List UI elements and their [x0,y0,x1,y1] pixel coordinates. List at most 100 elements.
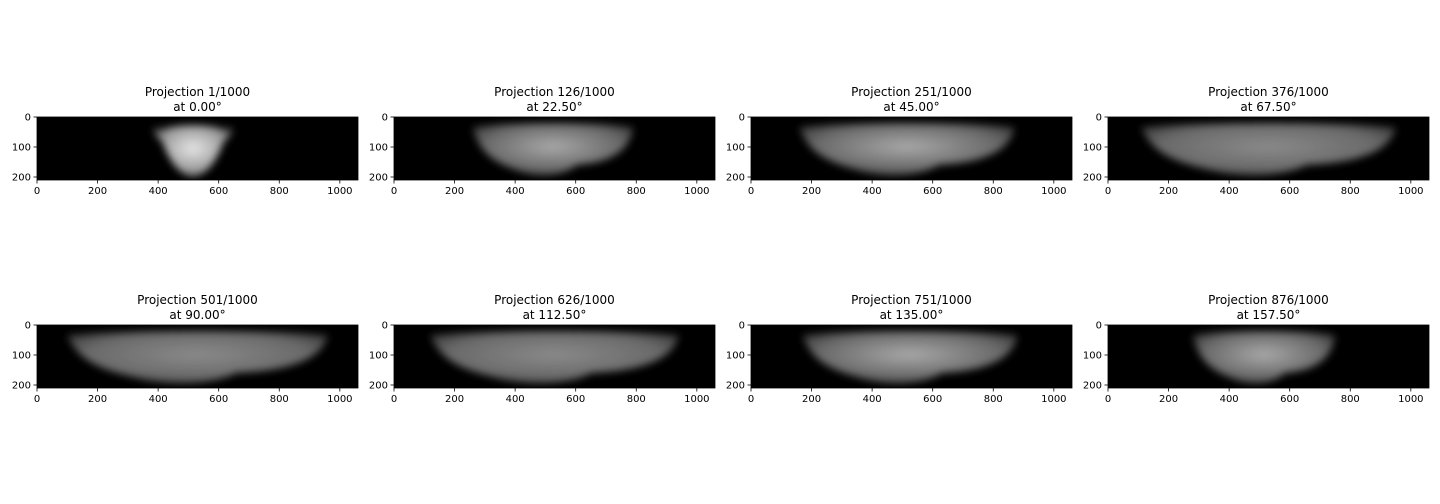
projection-body [153,125,233,177]
x-tick-label: 200 [802,186,821,197]
x-tick-label: 800 [627,394,646,405]
y-tick-label: 0 [382,321,388,332]
y-tick-label: 0 [739,113,745,124]
x-tick-label: 200 [88,394,107,405]
panel-subtitle: at 45.00° [883,100,939,114]
y-tick-label: 100 [369,143,388,154]
x-tick-label: 200 [1159,394,1178,405]
x-tick-label: 600 [923,186,942,197]
axes-frame [393,324,716,389]
panel-title: Projection 626/1000 [494,293,615,307]
x-tick-label: 200 [1159,186,1178,197]
projection-body [1141,123,1396,176]
x-tick-label: 600 [566,394,585,405]
y-tick-label: 100 [12,351,31,362]
y-tick-label: 0 [739,321,745,332]
y-tick-label: 200 [726,381,745,392]
y-tick-label: 100 [1083,143,1102,154]
projection-body [472,123,634,176]
panel-subtitle: at 90.00° [169,308,225,322]
x-tick-label: 600 [923,394,942,405]
y-tick-label: 200 [369,173,388,184]
y-tick-label: 100 [726,351,745,362]
y-tick-label: 200 [12,173,31,184]
x-tick-label: 0 [748,186,754,197]
axes-frame [36,324,359,389]
y-tick-label: 100 [726,143,745,154]
x-tick-label: 1000 [327,394,352,405]
axes-frame [750,324,1073,389]
x-tick-label: 400 [1220,394,1239,405]
x-tick-label: 800 [1341,186,1360,197]
x-tick-label: 1000 [684,186,709,197]
x-tick-label: 800 [627,186,646,197]
x-tick-label: 400 [506,186,525,197]
axes-frame [750,116,1073,181]
axes-frame [1107,116,1430,181]
x-tick-label: 1000 [1041,186,1066,197]
x-tick-label: 800 [270,186,289,197]
x-tick-label: 600 [1280,394,1299,405]
panel-subtitle: at 157.50° [1237,308,1301,322]
y-tick-label: 100 [369,351,388,362]
panel-title: Projection 126/1000 [494,85,615,99]
x-tick-label: 600 [209,186,228,197]
x-tick-label: 1000 [1398,186,1423,197]
x-tick-label: 1000 [327,186,352,197]
x-tick-label: 0 [748,394,754,405]
y-tick-label: 200 [1083,173,1102,184]
x-tick-label: 200 [802,394,821,405]
x-tick-label: 800 [270,394,289,405]
x-tick-label: 400 [149,394,168,405]
x-tick-label: 0 [34,186,40,197]
x-tick-label: 800 [984,186,1003,197]
x-tick-label: 1000 [684,394,709,405]
x-tick-label: 600 [209,394,228,405]
y-tick-label: 200 [369,381,388,392]
x-tick-label: 0 [1105,186,1111,197]
projection-body [430,331,679,384]
y-tick-label: 100 [12,143,31,154]
axes-frame [393,116,716,181]
panel-title: Projection 501/1000 [137,293,258,307]
x-tick-label: 400 [506,394,525,405]
x-tick-label: 600 [566,186,585,197]
x-tick-label: 1000 [1041,394,1066,405]
y-tick-label: 200 [726,173,745,184]
panel-subtitle: at 67.50° [1240,100,1296,114]
x-tick-label: 0 [1105,394,1111,405]
x-tick-label: 200 [445,394,464,405]
x-tick-label: 400 [1220,186,1239,197]
y-tick-label: 200 [12,381,31,392]
panel-title: Projection 251/1000 [851,85,972,99]
y-tick-label: 0 [1096,113,1102,124]
y-tick-label: 100 [1083,351,1102,362]
panel-subtitle: at 135.00° [880,308,944,322]
x-tick-label: 0 [391,394,397,405]
x-tick-label: 600 [1280,186,1299,197]
panel-title: Projection 1/1000 [145,85,250,99]
x-tick-label: 200 [445,186,464,197]
panel-subtitle: at 112.50° [523,308,587,322]
panel-subtitle: at 22.50° [526,100,582,114]
axes-frame [36,116,359,181]
projection-body [67,331,328,384]
y-tick-label: 0 [25,113,31,124]
axes-frame [1107,324,1430,389]
projection-body [802,331,1018,384]
x-tick-label: 800 [1341,394,1360,405]
projection-body [799,123,1015,176]
y-tick-label: 200 [1083,381,1102,392]
y-tick-label: 0 [25,321,31,332]
x-tick-label: 800 [984,394,1003,405]
x-tick-label: 0 [391,186,397,197]
panel-title: Projection 376/1000 [1208,85,1329,99]
x-tick-label: 200 [88,186,107,197]
